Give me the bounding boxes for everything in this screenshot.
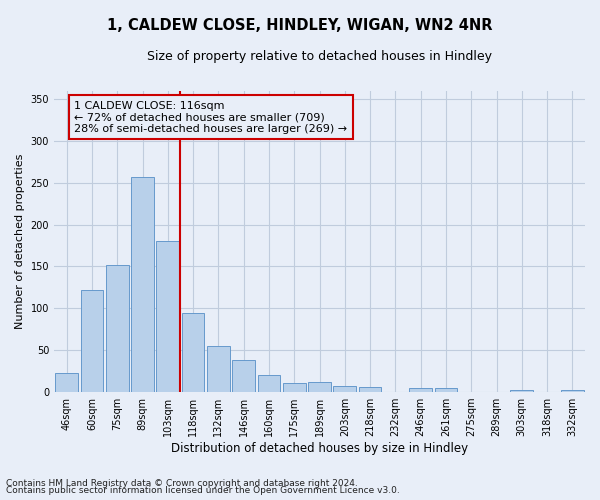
- Bar: [80, 290, 103, 392]
- Bar: [359, 387, 382, 392]
- Bar: [55, 373, 78, 392]
- Bar: [409, 388, 432, 392]
- X-axis label: Distribution of detached houses by size in Hindley: Distribution of detached houses by size …: [171, 442, 468, 455]
- Bar: [232, 360, 255, 392]
- Title: Size of property relative to detached houses in Hindley: Size of property relative to detached ho…: [147, 50, 492, 63]
- Bar: [434, 388, 457, 392]
- Bar: [157, 242, 179, 392]
- Bar: [131, 177, 154, 392]
- Text: 1, CALDEW CLOSE, HINDLEY, WIGAN, WN2 4NR: 1, CALDEW CLOSE, HINDLEY, WIGAN, WN2 4NR: [107, 18, 493, 32]
- Bar: [257, 376, 280, 392]
- Bar: [308, 382, 331, 392]
- Y-axis label: Number of detached properties: Number of detached properties: [15, 154, 25, 329]
- Bar: [182, 312, 205, 392]
- Bar: [561, 390, 584, 392]
- Bar: [334, 386, 356, 392]
- Bar: [283, 383, 305, 392]
- Text: Contains public sector information licensed under the Open Government Licence v3: Contains public sector information licen…: [6, 486, 400, 495]
- Bar: [106, 265, 128, 392]
- Bar: [207, 346, 230, 392]
- Bar: [511, 390, 533, 392]
- Text: 1 CALDEW CLOSE: 116sqm
← 72% of detached houses are smaller (709)
28% of semi-de: 1 CALDEW CLOSE: 116sqm ← 72% of detached…: [74, 100, 347, 134]
- Text: Contains HM Land Registry data © Crown copyright and database right 2024.: Contains HM Land Registry data © Crown c…: [6, 478, 358, 488]
